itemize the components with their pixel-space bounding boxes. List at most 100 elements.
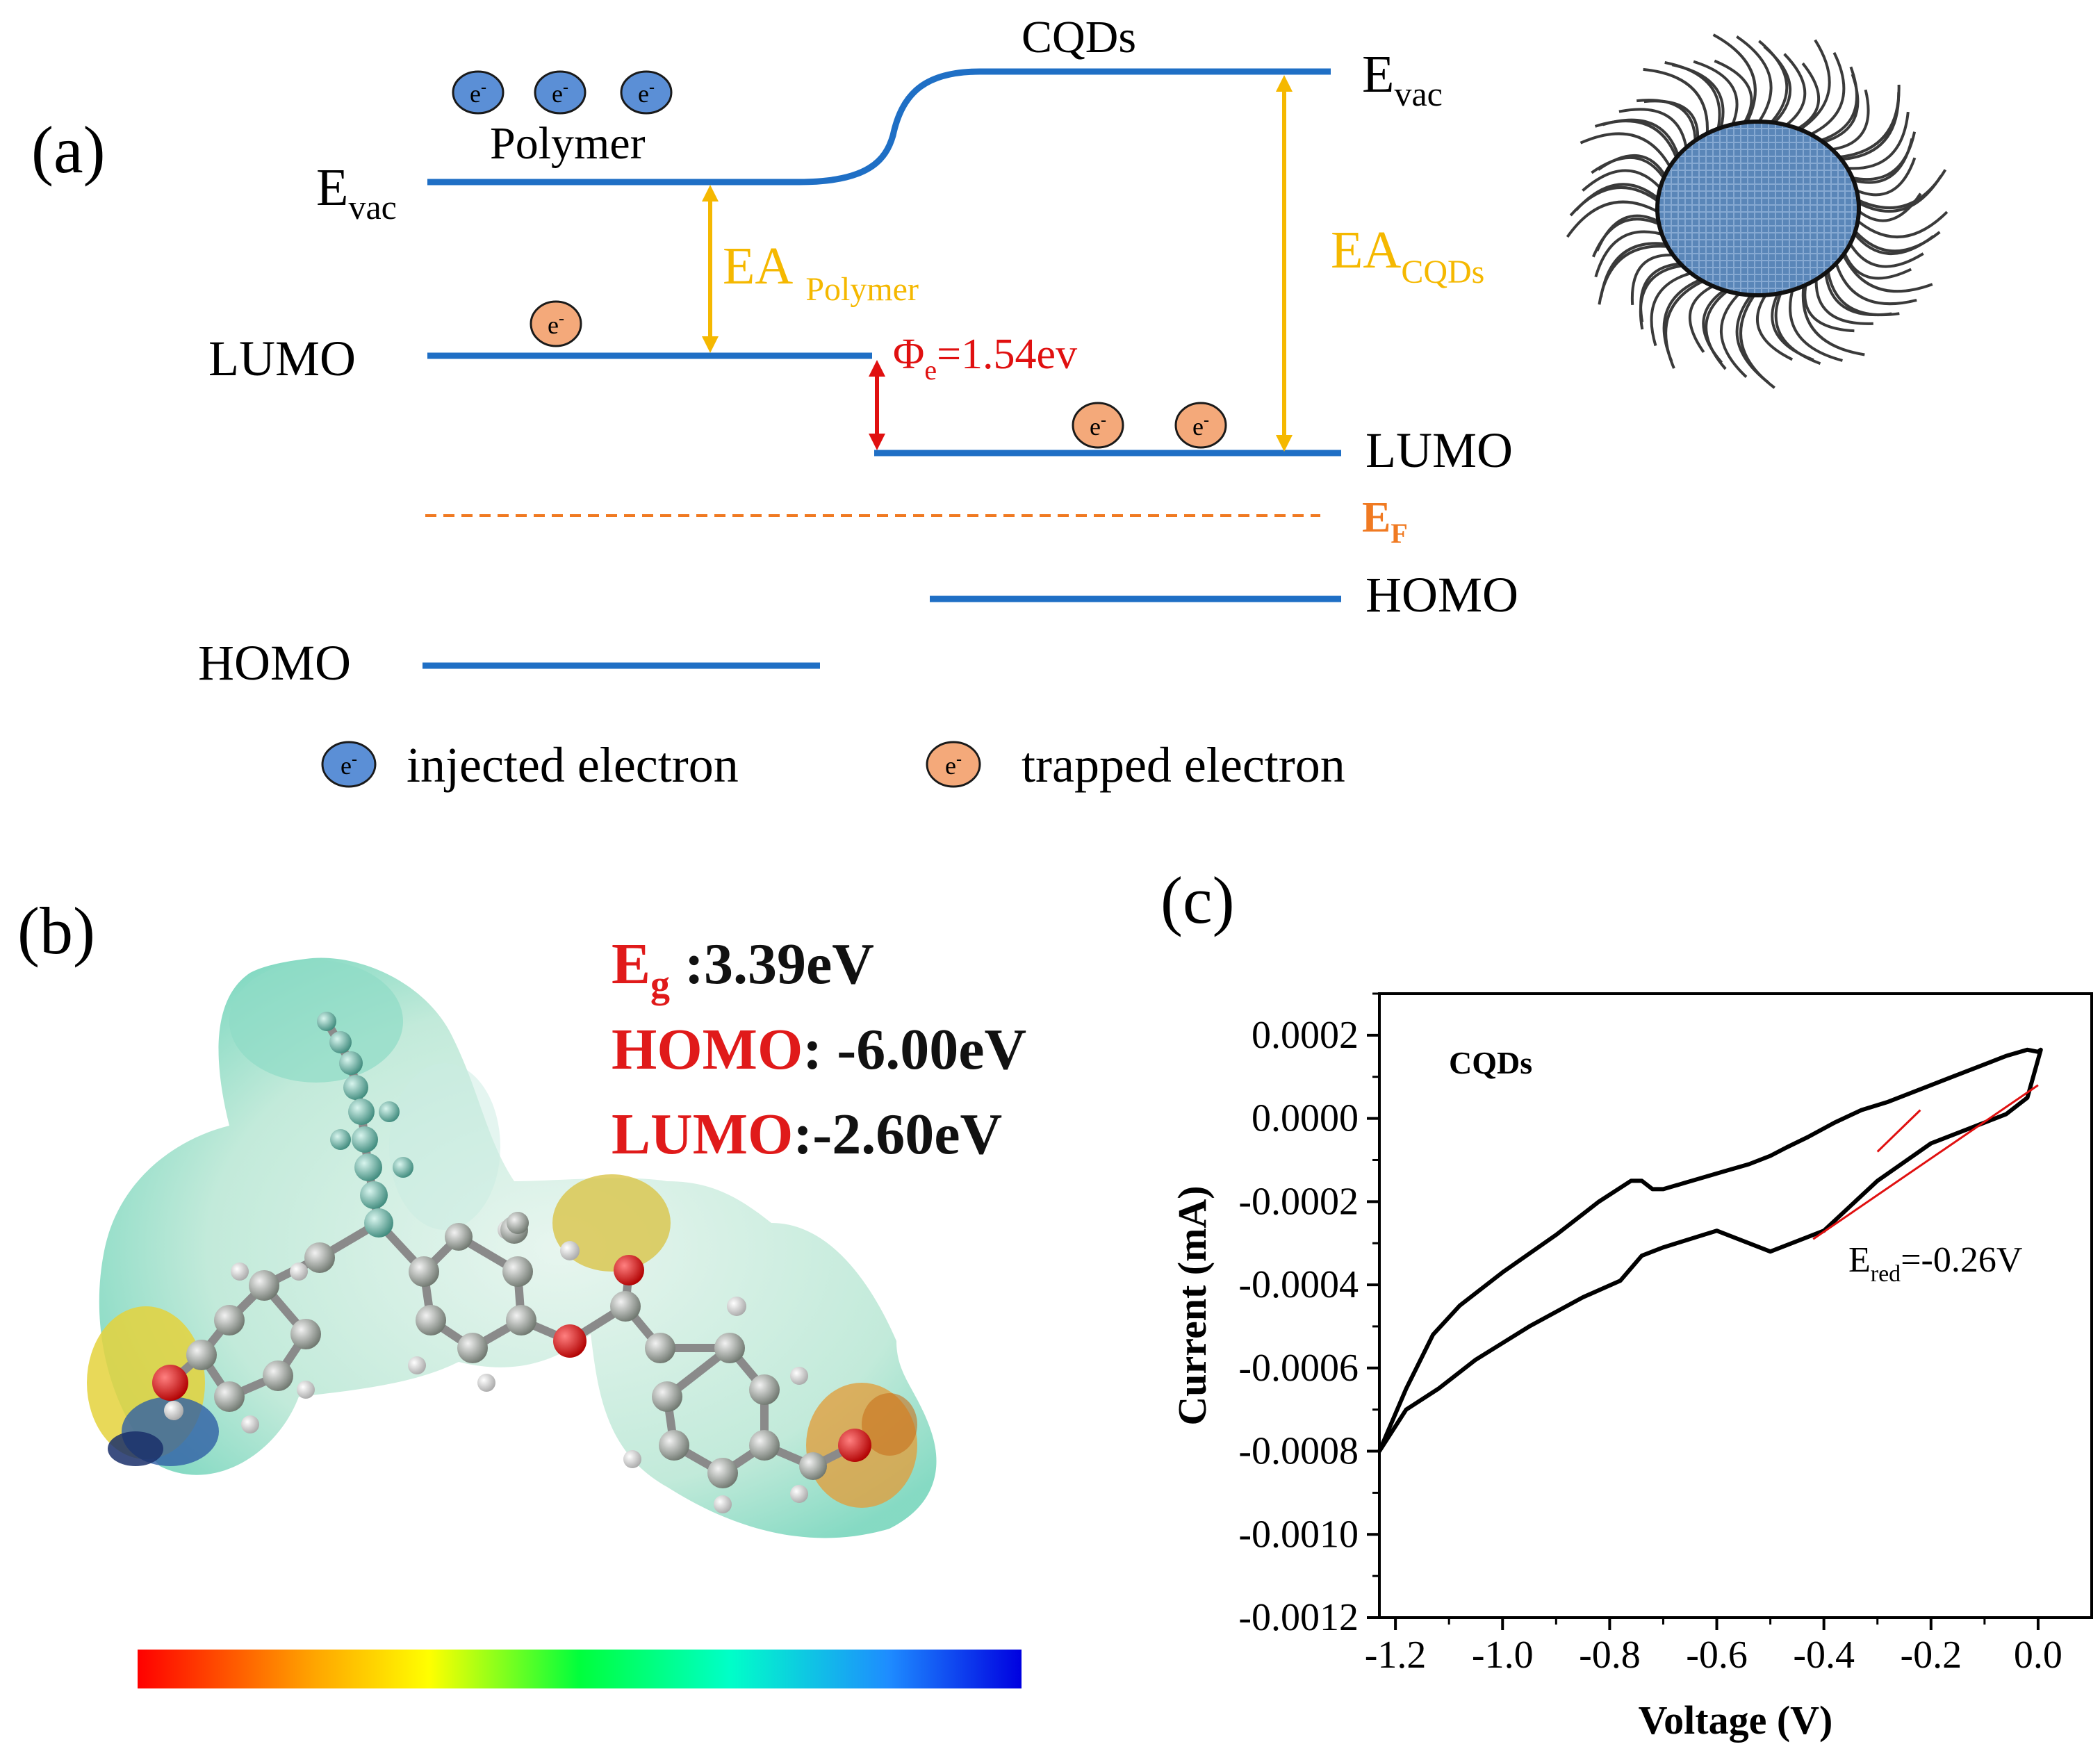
ligand-hair bbox=[1643, 67, 1709, 138]
ligand-hair bbox=[1763, 45, 1792, 127]
x-tick-label: -0.6 bbox=[1686, 1634, 1748, 1677]
lumo-label-right: LUMO bbox=[1365, 422, 1513, 478]
evac-label-left: Evac bbox=[316, 158, 397, 227]
plot-frame bbox=[1378, 992, 2093, 1619]
tangent-fit-line bbox=[1876, 1109, 1921, 1153]
ligand-hair bbox=[1735, 290, 1770, 384]
ligand-hair bbox=[1643, 99, 1700, 144]
atom bbox=[614, 1255, 644, 1285]
atom bbox=[231, 1263, 249, 1281]
atom bbox=[652, 1381, 682, 1412]
ligand-hair bbox=[1639, 262, 1685, 322]
ligand-hair bbox=[1848, 138, 1914, 184]
ligand-hair bbox=[1823, 268, 1892, 317]
ligand-hair bbox=[1837, 92, 1901, 161]
trapped-electron-3: e- bbox=[1174, 402, 1227, 449]
y-tick-label: 0.0002 bbox=[1252, 1014, 1359, 1057]
y-tick-label: -0.0002 bbox=[1238, 1180, 1359, 1223]
homo-label-left: HOMO bbox=[198, 635, 351, 691]
ligand-hair bbox=[1843, 111, 1910, 170]
atom bbox=[409, 1256, 439, 1287]
atom bbox=[304, 1242, 335, 1273]
lumo-label-left: LUMO bbox=[208, 331, 356, 386]
ligand-hair bbox=[1671, 63, 1725, 133]
atom bbox=[393, 1157, 413, 1178]
ligand-hair bbox=[1841, 248, 1912, 280]
ligand-hair bbox=[1714, 59, 1753, 127]
atom bbox=[553, 1324, 586, 1358]
atom bbox=[790, 1485, 808, 1503]
ligand-hair bbox=[1806, 51, 1846, 138]
ligand-hair bbox=[1818, 74, 1860, 145]
lumo-readout: LUMO:-2.60eV bbox=[612, 1102, 1002, 1167]
atom bbox=[445, 1223, 473, 1251]
svg-text:e-: e- bbox=[1192, 411, 1209, 441]
ligand-hair bbox=[1719, 289, 1748, 378]
atom bbox=[290, 1319, 321, 1349]
atom bbox=[790, 1367, 808, 1385]
atom bbox=[297, 1381, 315, 1399]
atom bbox=[329, 1031, 352, 1053]
atom bbox=[727, 1297, 746, 1316]
y-tick-label: -0.0006 bbox=[1238, 1347, 1359, 1390]
ea-cqds-label: EACQDs bbox=[1331, 221, 1484, 290]
panel-a: (a) CQDs Polymer Evac Evac LUMO L bbox=[31, 12, 1949, 793]
ligand-hair bbox=[1597, 154, 1668, 180]
atom bbox=[477, 1374, 495, 1392]
atom bbox=[408, 1356, 426, 1374]
trapped-electron-1: e- bbox=[530, 300, 582, 347]
ligand-hair bbox=[1756, 290, 1794, 361]
atom bbox=[749, 1430, 780, 1461]
ligand-hair bbox=[1853, 211, 1949, 238]
injected-electron-1: e- bbox=[452, 70, 505, 115]
x-tick-label: 0.0 bbox=[2014, 1634, 2062, 1677]
x-axis-title: Voltage (V) bbox=[1639, 1697, 1833, 1743]
atom bbox=[623, 1450, 641, 1468]
ligand-hair bbox=[1582, 169, 1664, 192]
atom bbox=[560, 1241, 580, 1260]
ered-annotation: Ered=-0.26V bbox=[1848, 1240, 2022, 1287]
atom bbox=[164, 1401, 183, 1420]
ligand-hair bbox=[1688, 283, 1718, 354]
atom bbox=[659, 1430, 689, 1461]
atom bbox=[352, 1126, 378, 1153]
ligand-hair bbox=[1782, 53, 1807, 129]
atom bbox=[502, 1256, 533, 1287]
y-tick-label: 0.0000 bbox=[1252, 1097, 1359, 1140]
cqd-illustration bbox=[1566, 33, 1949, 389]
svg-text:e-: e- bbox=[1090, 411, 1106, 441]
ligand-hair bbox=[1602, 118, 1681, 161]
panel-c-label: (c) bbox=[1160, 863, 1235, 937]
y-tick-label: -0.0010 bbox=[1238, 1513, 1359, 1556]
ligand-hair bbox=[1833, 258, 1917, 306]
ligand-hair bbox=[1594, 230, 1667, 278]
ligand-hair bbox=[1575, 183, 1662, 211]
atom bbox=[330, 1129, 351, 1150]
atom bbox=[799, 1452, 827, 1480]
atom bbox=[263, 1360, 293, 1391]
ea-polymer-arrow bbox=[702, 185, 719, 353]
atom bbox=[214, 1381, 245, 1412]
svg-text:e-: e- bbox=[638, 79, 655, 108]
ligand-hair bbox=[1630, 254, 1678, 306]
esp-colorbar bbox=[138, 1650, 1022, 1688]
svg-text:e-: e- bbox=[470, 79, 486, 108]
polymer-evac-level bbox=[427, 68, 1331, 186]
legend-injected: e- injected electron bbox=[321, 737, 739, 793]
ligand-hair bbox=[1595, 214, 1664, 252]
panel-c: (c) -1.2 -1.0 -0.8 -0.6 -0.4 -0.2 0.0 0.0002 0.0… bbox=[1160, 863, 2093, 1743]
legend-injected-label: injected electron bbox=[407, 737, 739, 793]
ligand-hair bbox=[1566, 200, 1662, 238]
atom bbox=[152, 1365, 188, 1401]
ligand-hair bbox=[1771, 289, 1814, 361]
y-axis-title: Current (mA) bbox=[1170, 1185, 1215, 1425]
y-tick-label: -0.0012 bbox=[1238, 1596, 1359, 1639]
atom bbox=[838, 1429, 871, 1462]
injected-electron-3: e- bbox=[620, 70, 673, 115]
homo-label-right: HOMO bbox=[1365, 567, 1518, 623]
atom bbox=[749, 1374, 780, 1405]
ligand-hair bbox=[1801, 281, 1865, 356]
ligand-hair bbox=[1650, 270, 1696, 347]
svg-text:e-: e- bbox=[548, 310, 564, 339]
